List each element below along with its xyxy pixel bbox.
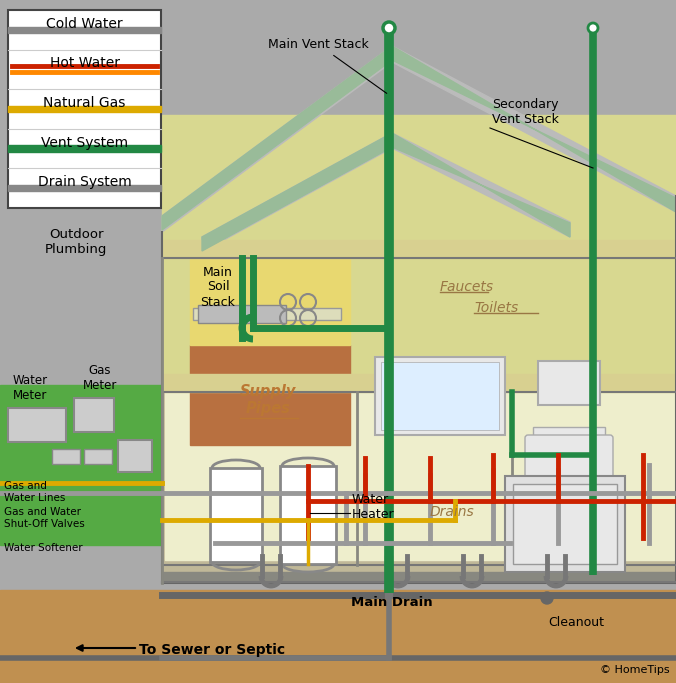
- Bar: [74, 398, 114, 432]
- Bar: [280, 466, 336, 564]
- Text: Water
Heater: Water Heater: [352, 493, 395, 521]
- Bar: [8, 27, 161, 33]
- Bar: [8, 106, 161, 112]
- Polygon shape: [162, 46, 392, 230]
- Text: Cold Water: Cold Water: [46, 17, 123, 31]
- Polygon shape: [162, 46, 392, 232]
- Bar: [0, 0, 676, 220]
- Bar: [8, 10, 161, 208]
- Bar: [162, 385, 676, 565]
- Text: Drain System: Drain System: [38, 176, 131, 189]
- Text: Supply
Pipes: Supply Pipes: [240, 384, 296, 416]
- Bar: [538, 361, 600, 405]
- Bar: [358, 392, 674, 560]
- Bar: [244, 305, 286, 323]
- Bar: [375, 357, 505, 435]
- Bar: [118, 440, 152, 472]
- Bar: [162, 115, 676, 255]
- Bar: [162, 240, 676, 258]
- Bar: [0, 590, 676, 683]
- Polygon shape: [392, 133, 570, 237]
- Bar: [52, 449, 80, 464]
- Bar: [190, 245, 350, 345]
- Bar: [165, 392, 357, 560]
- Bar: [162, 215, 676, 390]
- Text: © HomeTips: © HomeTips: [600, 665, 670, 675]
- Text: Cleanout: Cleanout: [548, 615, 604, 628]
- Bar: [0, 385, 162, 545]
- Bar: [210, 468, 262, 562]
- Text: Secondary
Vent Stack: Secondary Vent Stack: [492, 98, 559, 126]
- FancyBboxPatch shape: [525, 435, 613, 485]
- Bar: [84, 449, 112, 464]
- Bar: [190, 345, 350, 445]
- Circle shape: [541, 592, 553, 604]
- Polygon shape: [392, 46, 676, 212]
- Polygon shape: [392, 46, 676, 212]
- Bar: [513, 484, 617, 564]
- Text: Gas
Meter: Gas Meter: [83, 364, 117, 392]
- Text: Main
Soil
Stack: Main Soil Stack: [201, 266, 235, 309]
- Text: Hot Water: Hot Water: [49, 57, 120, 70]
- Text: Water Softener: Water Softener: [4, 543, 82, 553]
- Text: Gas and Water
Shut-Off Valves: Gas and Water Shut-Off Valves: [4, 507, 84, 529]
- Bar: [8, 408, 66, 442]
- Text: Water
Meter: Water Meter: [12, 374, 47, 402]
- Bar: [193, 308, 341, 320]
- Text: Vent System: Vent System: [41, 136, 128, 150]
- Bar: [162, 385, 676, 580]
- Bar: [381, 362, 499, 430]
- Circle shape: [383, 22, 395, 34]
- Text: Gas and
Water Lines: Gas and Water Lines: [4, 482, 66, 503]
- Circle shape: [588, 23, 598, 33]
- Bar: [8, 185, 161, 191]
- Text: Faucets: Faucets: [440, 280, 494, 294]
- Text: Outdoor
Plumbing: Outdoor Plumbing: [45, 228, 107, 256]
- Bar: [162, 374, 676, 392]
- Text: Main Vent Stack: Main Vent Stack: [268, 38, 387, 94]
- Text: To Sewer or Septic: To Sewer or Septic: [139, 643, 285, 657]
- Text: Natural Gas: Natural Gas: [43, 96, 126, 110]
- Bar: [505, 476, 625, 572]
- Bar: [198, 305, 240, 323]
- Polygon shape: [202, 133, 392, 252]
- Bar: [8, 145, 161, 152]
- Polygon shape: [202, 133, 392, 251]
- Bar: [162, 572, 676, 582]
- Bar: [533, 427, 605, 455]
- Text: Toilets: Toilets: [474, 301, 518, 315]
- Text: Main Drain: Main Drain: [352, 596, 433, 609]
- Text: Drains: Drains: [430, 505, 475, 519]
- Polygon shape: [392, 133, 570, 237]
